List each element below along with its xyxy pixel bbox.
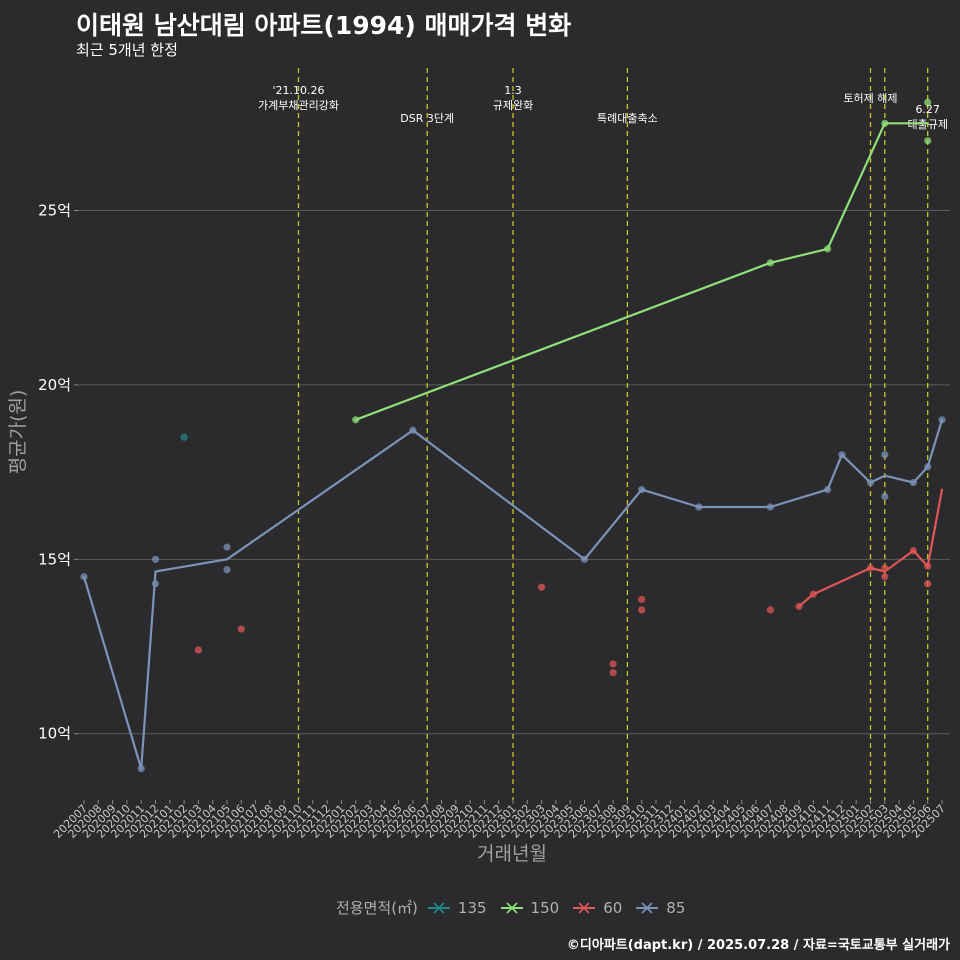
series-line-85 — [82, 418, 944, 770]
data-point-60 — [538, 583, 546, 591]
y-tick-label: 25억 — [38, 202, 71, 220]
data-point-85 — [137, 765, 145, 773]
data-point-60 — [609, 669, 617, 677]
data-point-85 — [909, 478, 918, 487]
data-point-60 — [909, 546, 918, 555]
data-point-85 — [866, 478, 875, 487]
event-label: 특례대출축소 — [597, 112, 658, 125]
data-point-60 — [638, 595, 646, 604]
legend-item-85: 85 — [634, 898, 689, 918]
event-label: '21.10.26 가계부채관리강화 — [258, 84, 339, 112]
legend-item-135: 135 — [426, 898, 491, 918]
legend-label: 85 — [666, 898, 686, 917]
legend-key-150 — [500, 901, 523, 914]
data-point-85 — [151, 555, 160, 563]
data-point-85 — [838, 451, 846, 459]
data-point-150 — [766, 259, 775, 267]
data-point-85 — [881, 492, 889, 501]
data-point-85 — [223, 566, 231, 574]
data-point-85 — [881, 451, 889, 459]
data-point-85 — [766, 503, 775, 511]
event-label: 6.27 대출규제 — [907, 103, 947, 131]
data-point-150 — [924, 137, 932, 145]
data-point-60 — [638, 606, 646, 614]
data-point-150 — [881, 119, 889, 127]
data-point-85 — [638, 485, 646, 494]
data-point-150 — [824, 245, 832, 253]
data-point-150 — [352, 416, 360, 424]
legend-key-60 — [573, 901, 596, 914]
legend: 전용면적(㎡) 135 150 60 85 — [0, 897, 960, 918]
event-label: 토허제 해제 — [843, 91, 897, 105]
data-point-60 — [924, 580, 932, 588]
data-point-85 — [151, 580, 160, 588]
legend-label: 135 — [457, 898, 487, 917]
x-axis-title: 거래년월 — [477, 843, 547, 865]
legend-label: 150 — [530, 898, 560, 917]
data-point-60 — [194, 646, 202, 654]
data-point-135 — [180, 433, 188, 441]
chart-subtitle: 최근 5개년 한정 — [76, 41, 178, 59]
legend-item-150: 150 — [499, 898, 564, 918]
legend-key-135 — [427, 901, 450, 914]
data-point-85 — [223, 543, 231, 551]
data-point-150 — [924, 98, 932, 106]
data-point-85 — [924, 463, 932, 471]
data-point-85 — [580, 555, 589, 563]
series-line-150 — [354, 122, 929, 421]
data-point-85 — [824, 485, 832, 494]
data-point-85 — [938, 416, 946, 424]
y-tick-label: 10억 — [38, 725, 71, 743]
data-point-60 — [795, 602, 803, 611]
data-point-60 — [237, 625, 245, 633]
event-label: DSR 3단계 — [400, 112, 454, 125]
legend-title: 전용면적(㎡) — [336, 899, 418, 917]
data-point-85 — [80, 573, 88, 581]
y-tick-label: 15억 — [38, 550, 71, 568]
y-tick-label: 20억 — [38, 376, 71, 394]
legend-label: 60 — [603, 898, 623, 917]
legend-item-60: 60 — [571, 898, 626, 918]
data-point-60 — [924, 562, 932, 570]
data-point-60 — [881, 564, 889, 572]
data-point-60 — [866, 564, 875, 572]
legend-key-85 — [636, 901, 659, 914]
data-point-60 — [609, 660, 617, 668]
y-axis-title: 평균가(원) — [7, 390, 29, 475]
source-caption: ©디아파트(dapt.kr) / 2025.07.28 / 자료=국토교통부 실… — [566, 938, 950, 953]
data-point-85 — [409, 426, 417, 434]
data-point-60 — [766, 606, 775, 614]
chart-title: 이태원 남산대림 아파트(1994) 매매가격 변화 — [76, 11, 572, 40]
data-point-60 — [809, 590, 817, 598]
event-label: 1.3 규제완화 — [493, 84, 533, 112]
data-point-60 — [881, 573, 889, 581]
data-point-85 — [695, 503, 703, 511]
